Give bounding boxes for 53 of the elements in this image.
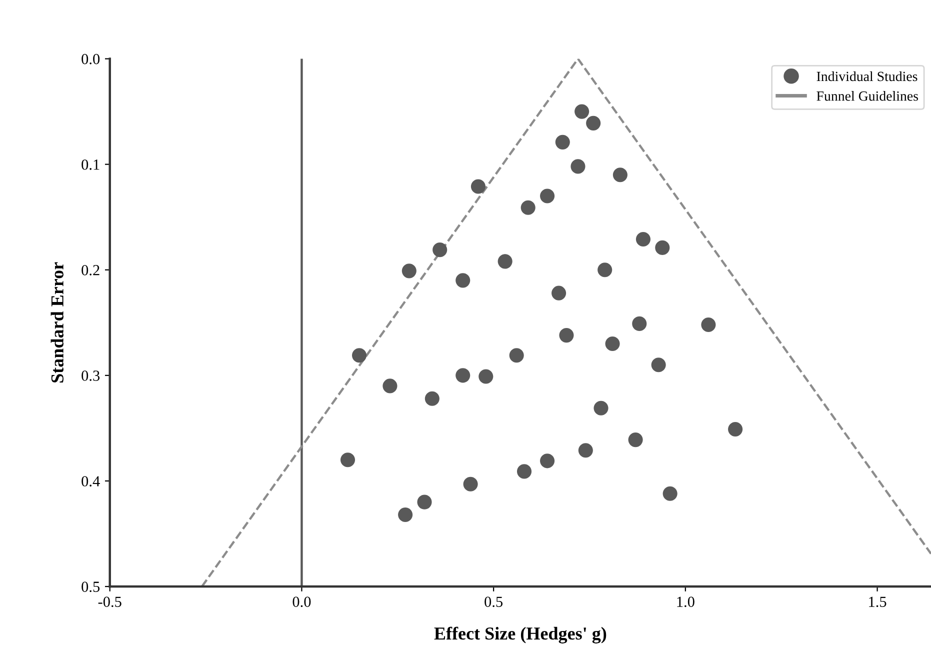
point	[662, 486, 678, 501]
point	[574, 104, 590, 119]
point	[540, 188, 555, 204]
point	[417, 494, 432, 510]
point	[636, 232, 650, 247]
point	[470, 179, 486, 194]
point	[398, 507, 413, 522]
point	[559, 328, 574, 343]
y-tick-label: 0.5	[82, 582, 100, 592]
point	[463, 476, 478, 492]
point	[516, 464, 532, 479]
point	[432, 242, 448, 258]
point	[605, 336, 620, 352]
point	[498, 254, 512, 269]
point	[651, 358, 666, 372]
point	[586, 116, 601, 130]
point	[509, 348, 524, 363]
legend-label: Individual Studies	[816, 71, 918, 82]
legend-label: Funnel Guidelines	[816, 90, 918, 101]
point	[728, 422, 743, 437]
y-tick-label: 0.0	[82, 54, 100, 64]
y-tick-label: 0.3	[82, 370, 100, 381]
point	[628, 432, 643, 448]
point	[540, 454, 555, 468]
point	[701, 317, 716, 332]
point	[520, 200, 536, 215]
point	[352, 348, 367, 363]
point	[570, 159, 586, 174]
x-axis-title: Effect Size (Hedges' g)	[434, 626, 606, 644]
y-axis-title: Standard Error	[50, 262, 64, 382]
y-tick-label: 0.2	[82, 265, 100, 276]
x-tick-label: 1.0	[677, 596, 694, 608]
point	[424, 391, 440, 406]
x-tick-label: -0.5	[98, 596, 122, 608]
point	[612, 168, 628, 182]
x-tick-label: 0.5	[484, 596, 503, 608]
point	[456, 368, 470, 383]
point	[402, 264, 416, 278]
y-tick-label: 0.1	[82, 159, 100, 170]
point	[598, 262, 612, 278]
point	[578, 443, 593, 458]
point	[594, 400, 608, 416]
x-tick-label: 0.0	[292, 596, 311, 608]
point	[555, 134, 570, 150]
x-tick-label: 1.5	[869, 596, 886, 608]
point	[655, 240, 670, 255]
point	[340, 452, 356, 468]
point	[632, 316, 647, 331]
y-tick-label: 0.4	[82, 476, 100, 486]
point	[478, 369, 494, 384]
point	[552, 286, 566, 300]
point	[382, 378, 398, 394]
point	[456, 273, 470, 288]
